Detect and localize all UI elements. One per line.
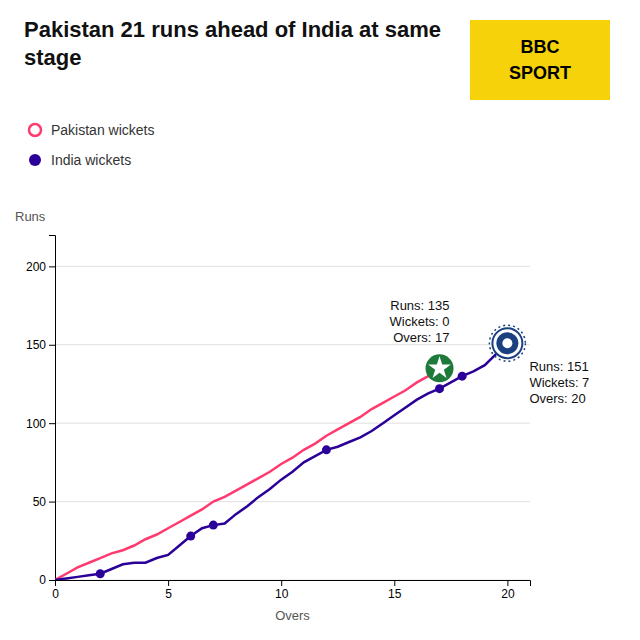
y-tick-mark bbox=[49, 502, 55, 503]
line bbox=[55, 368, 440, 580]
x-tick: 10 bbox=[275, 580, 289, 601]
end-marker-ring bbox=[489, 325, 525, 361]
wicket-point bbox=[96, 569, 105, 578]
chart: 05101520050100150200OversRunsRuns: 135Wi… bbox=[0, 0, 640, 640]
end-marker bbox=[426, 354, 454, 382]
wicket-point bbox=[503, 339, 512, 348]
legend-symbol bbox=[29, 124, 41, 136]
x-axis: 0 5 10 15 20 bbox=[52, 580, 530, 601]
wicket-point bbox=[186, 532, 195, 541]
legend-item: Pakistan wickets bbox=[29, 122, 154, 138]
x-tick: 5 bbox=[165, 580, 172, 601]
x-tick-label: 15 bbox=[388, 587, 402, 601]
x-tick-label: 5 bbox=[165, 587, 172, 601]
logo: BBC SPORT bbox=[470, 20, 610, 100]
y-tick-label: 200 bbox=[26, 260, 46, 274]
x-tick: 0 bbox=[52, 580, 59, 601]
wicket-point bbox=[435, 384, 444, 393]
wicket-point bbox=[322, 445, 331, 454]
annotations: Runs: 135Wickets: 0Overs: 17 Runs: 151Wic… bbox=[390, 298, 590, 406]
plot-area bbox=[55, 325, 525, 580]
end-marker-circle bbox=[496, 332, 518, 354]
y-axis-line bbox=[49, 236, 56, 581]
y-tick: 150 bbox=[26, 338, 55, 352]
y-grid-line bbox=[55, 501, 530, 502]
x-axis-label: Overs bbox=[275, 608, 310, 623]
logo-box bbox=[470, 20, 610, 100]
x-tick-mark bbox=[507, 580, 508, 586]
y-tick: 200 bbox=[26, 260, 55, 274]
annotation-text: Overs: 20 bbox=[529, 391, 585, 406]
y-grid-line bbox=[55, 344, 530, 345]
x-tick-mark bbox=[394, 580, 395, 586]
end-marker-center bbox=[502, 338, 512, 348]
annotation-text: Runs: 151 bbox=[529, 359, 588, 374]
y-grid-line bbox=[55, 423, 530, 424]
wicket-point bbox=[209, 521, 218, 530]
y-tick-mark bbox=[49, 345, 55, 346]
y-tick-label: 150 bbox=[26, 338, 46, 352]
title: Pakistan 21 runs ahead of India at same … bbox=[24, 16, 444, 71]
annotation-text: Runs: 135 bbox=[390, 298, 449, 313]
y-axis: 0 50 100 150 200 bbox=[26, 236, 56, 588]
y-tick: 0 bbox=[39, 573, 55, 587]
legend-label: India wickets bbox=[51, 152, 131, 168]
logo-text: BBC bbox=[521, 37, 560, 57]
x-tick: 15 bbox=[388, 580, 402, 601]
grid bbox=[55, 266, 530, 580]
x-tick: 20 bbox=[501, 580, 515, 601]
end-marker-star bbox=[428, 356, 451, 378]
x-tick-label: 0 bbox=[52, 587, 59, 601]
line bbox=[55, 343, 507, 580]
end-marker-circle bbox=[426, 354, 454, 382]
x-tick-mark bbox=[168, 580, 169, 586]
y-tick-label: 50 bbox=[33, 495, 47, 509]
y-tick-label: 100 bbox=[26, 417, 46, 431]
legend-label: Pakistan wickets bbox=[51, 122, 154, 138]
x-tick-label: 10 bbox=[275, 587, 289, 601]
end-marker bbox=[489, 325, 525, 361]
y-grid-line bbox=[55, 266, 530, 267]
legend-symbol bbox=[29, 154, 41, 166]
y-tick-mark bbox=[49, 423, 55, 424]
y-tick: 50 bbox=[33, 495, 55, 509]
x-axis-line bbox=[56, 581, 531, 587]
y-axis-label: Runs bbox=[15, 209, 46, 224]
end-marker-outer bbox=[492, 328, 522, 358]
y-tick: 100 bbox=[26, 417, 55, 431]
y-tick-mark bbox=[49, 580, 55, 581]
annotation-text: Wickets: 7 bbox=[529, 375, 589, 390]
legend: Pakistan wickets India wickets bbox=[29, 122, 154, 168]
x-tick-mark bbox=[281, 580, 282, 586]
y-tick-label: 0 bbox=[39, 573, 46, 587]
wicket-point bbox=[458, 372, 467, 381]
y-tick-mark bbox=[49, 266, 55, 267]
legend-item: India wickets bbox=[29, 152, 131, 168]
annotation-text: Overs: 17 bbox=[393, 330, 449, 345]
annotation-text: Wickets: 0 bbox=[390, 314, 450, 329]
x-tick-label: 20 bbox=[501, 587, 515, 601]
logo-text: SPORT bbox=[509, 63, 571, 83]
